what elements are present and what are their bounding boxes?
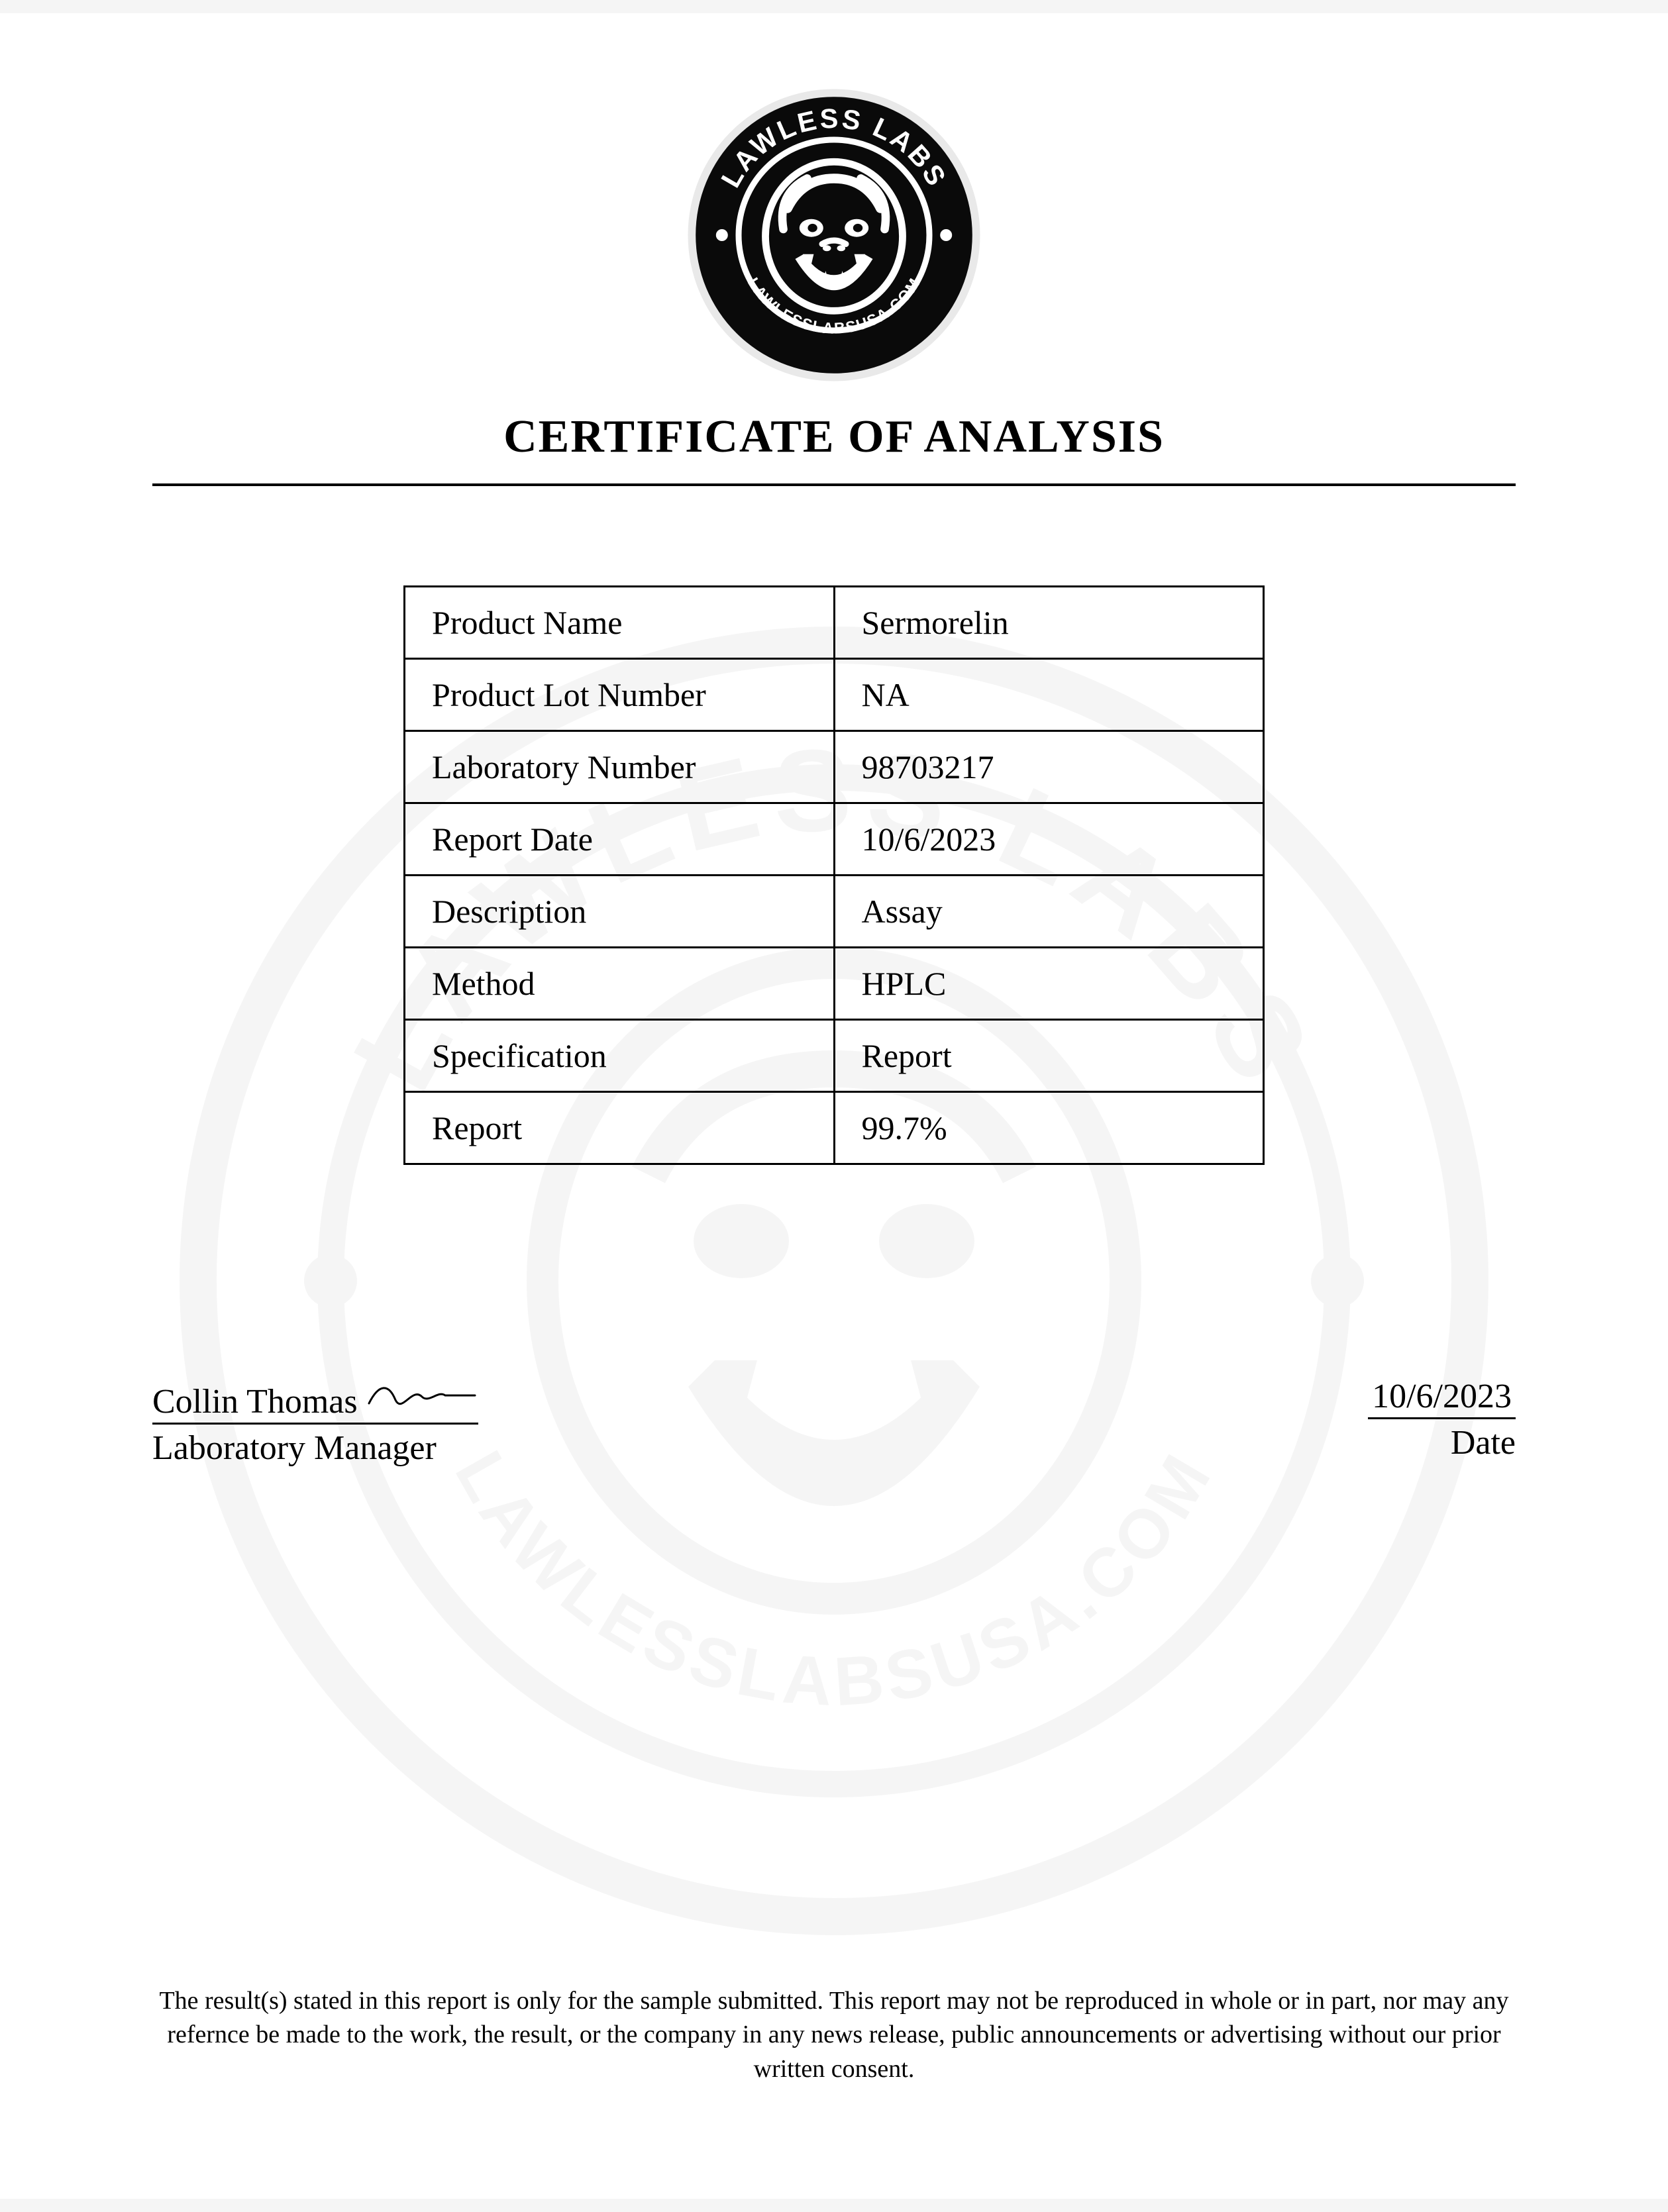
row-label: Method — [405, 948, 835, 1020]
signatory-role: Laboratory Manager — [152, 1429, 478, 1468]
watermark-bottom-text: LAWLESSLABSUSA.COM — [441, 1438, 1228, 1721]
date-label: Date — [1368, 1423, 1516, 1462]
brand-logo-icon: LAWLESS LABS LAWLESSLABSUSA.COM — [685, 86, 983, 384]
disclaimer-text: The result(s) stated in this report is o… — [152, 1984, 1516, 2086]
signature-line: Collin Thomas — [152, 1377, 478, 1425]
row-value: Report — [834, 1020, 1264, 1092]
table-row: Description Assay — [405, 876, 1264, 948]
row-label: Laboratory Number — [405, 731, 835, 803]
title-rule — [152, 483, 1516, 486]
table-row: Product Name Sermorelin — [405, 587, 1264, 659]
row-value: Sermorelin — [834, 587, 1264, 659]
svg-text:LAWLESSLABSUSA.COM: LAWLESSLABSUSA.COM — [441, 1438, 1228, 1721]
signature-mark-icon — [366, 1377, 478, 1421]
row-value: 99.7% — [834, 1092, 1264, 1164]
row-label: Product Lot Number — [405, 659, 835, 731]
row-label: Description — [405, 876, 835, 948]
row-value: Assay — [834, 876, 1264, 948]
page-title: CERTIFICATE OF ANALYSIS — [503, 411, 1165, 464]
row-label: Report Date — [405, 803, 835, 876]
row-label: Product Name — [405, 587, 835, 659]
table-row: Method HPLC — [405, 948, 1264, 1020]
row-value: NA — [834, 659, 1264, 731]
table-row: Report 99.7% — [405, 1092, 1264, 1164]
row-label: Report — [405, 1092, 835, 1164]
certificate-page: LAWLESS LABS LAWLESSLABSUSA.COM — [0, 13, 1668, 2199]
table-row: Product Lot Number NA — [405, 659, 1264, 731]
analysis-table: Product Name Sermorelin Product Lot Numb… — [403, 585, 1265, 1165]
row-label: Specification — [405, 1020, 835, 1092]
table-row: Laboratory Number 98703217 — [405, 731, 1264, 803]
row-value: HPLC — [834, 948, 1264, 1020]
table-row: Specification Report — [405, 1020, 1264, 1092]
row-value: 98703217 — [834, 731, 1264, 803]
date-block: 10/6/2023 Date — [1368, 1377, 1516, 1462]
signature-block: Collin Thomas Laboratory Manager — [152, 1377, 478, 1468]
signature-row: Collin Thomas Laboratory Manager 10/6/20… — [152, 1377, 1516, 1468]
signatory-name: Collin Thomas — [152, 1382, 358, 1421]
row-value: 10/6/2023 — [834, 803, 1264, 876]
signature-date: 10/6/2023 — [1368, 1377, 1516, 1419]
table-row: Report Date 10/6/2023 — [405, 803, 1264, 876]
